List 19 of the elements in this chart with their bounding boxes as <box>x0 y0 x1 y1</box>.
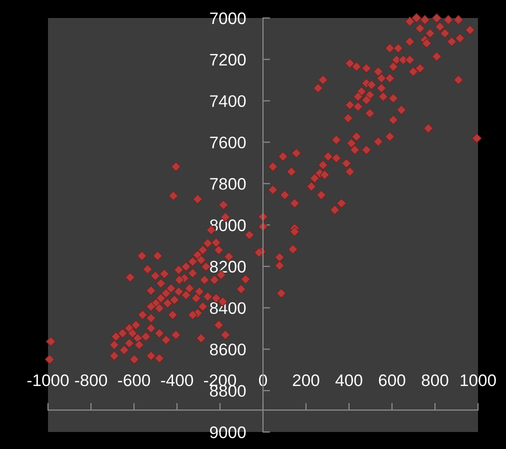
x-tick-label: 600 <box>378 374 406 386</box>
y-tick-label: 9000 <box>210 426 246 438</box>
y-tick-label: 7800 <box>210 178 246 190</box>
x-tick-label: 400 <box>335 374 362 386</box>
y-tick-label: 8600 <box>210 344 246 356</box>
x-tick-label: -1000 <box>27 374 69 386</box>
x-tick-label: -600 <box>118 374 150 386</box>
y-tick-label: 7600 <box>210 136 246 148</box>
x-tick-label: 200 <box>292 374 320 386</box>
x-tick-label: 800 <box>422 374 448 386</box>
x-tick-label: -800 <box>75 374 108 386</box>
y-tick-label: 8200 <box>210 260 246 273</box>
y-tick-label: 7200 <box>210 54 246 66</box>
y-tick-label: 7000 <box>210 12 246 24</box>
x-tick-label: -400 <box>161 374 194 386</box>
x-tick-label: 1000 <box>460 374 496 386</box>
y-tick-label: 8400 <box>210 302 246 314</box>
x-tick-label: -200 <box>204 374 236 386</box>
y-tick-label: 7400 <box>210 95 246 108</box>
